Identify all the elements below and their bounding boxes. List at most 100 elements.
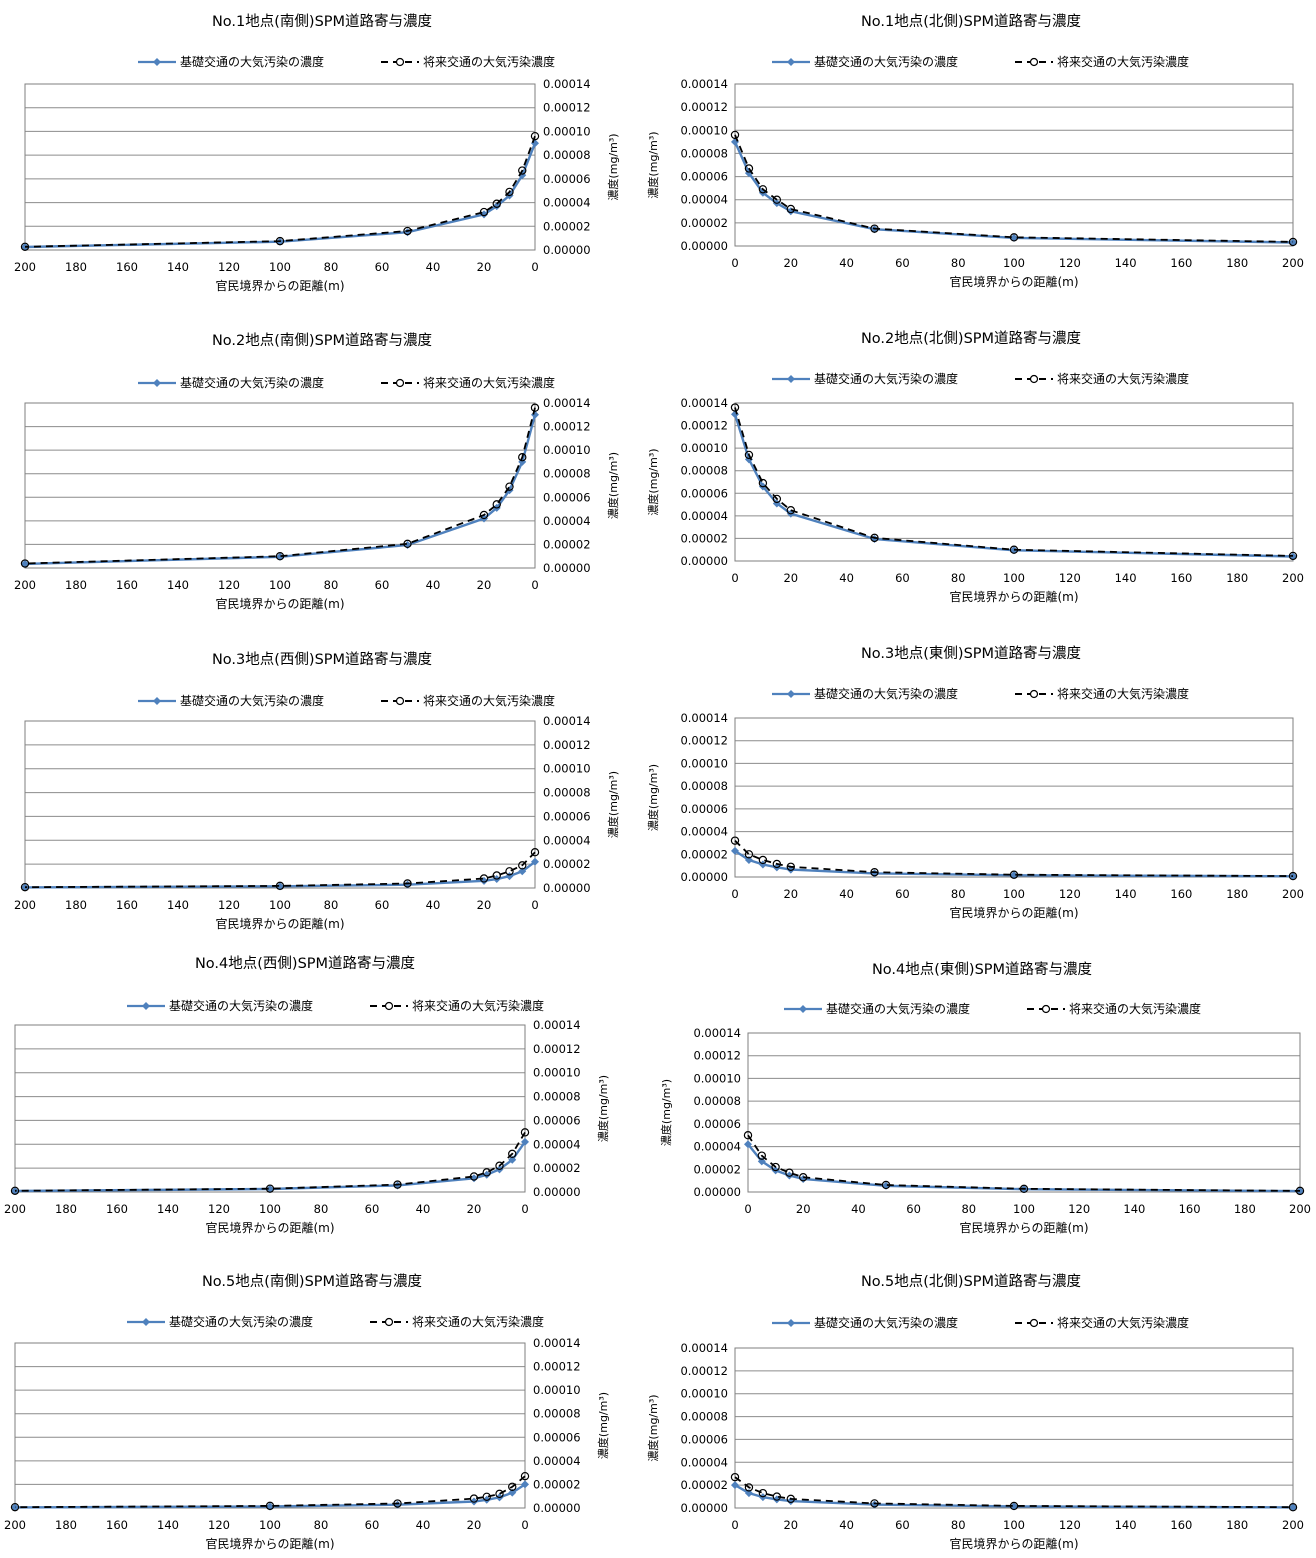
series-future-point [482, 1492, 491, 1502]
x-tick-label: 180 [65, 260, 87, 274]
y-tick-label: 0.00010 [680, 1387, 728, 1401]
x-tick-label: 100 [1013, 1202, 1035, 1216]
y-tick-label: 0.00008 [543, 786, 591, 800]
series-base-point [1289, 872, 1297, 881]
series-base-point [1296, 1187, 1304, 1196]
y-tick-label: 0.00004 [533, 1137, 581, 1151]
plot-frame [24, 720, 536, 889]
y-tick-label: 0.00000 [680, 1501, 728, 1515]
y-tick-label: 0.00006 [543, 490, 591, 504]
y-tick-label: 0.00010 [680, 756, 728, 770]
x-tick-label: 80 [324, 898, 339, 912]
plot-frame [14, 1342, 526, 1509]
x-tick-label: 160 [116, 260, 138, 274]
series-future-point [403, 226, 412, 236]
y-tick-label: 0.00008 [680, 146, 728, 160]
x-tick-label: 40 [426, 898, 441, 912]
series-future-point [881, 1180, 891, 1190]
y-tick-label: 0.00002 [543, 219, 591, 233]
y-tick-label: 0.00004 [680, 825, 728, 839]
y-tick-label: 0.00006 [693, 1117, 741, 1131]
series-future-line [14, 1131, 526, 1192]
x-tick-label: 100 [259, 1202, 281, 1216]
x-tick-label: 0 [744, 1202, 751, 1216]
plot-frame [747, 1032, 1301, 1193]
x-tick-label: 100 [269, 898, 291, 912]
x-tick-label: 120 [208, 1202, 230, 1216]
x-tick-label: 180 [1234, 1202, 1256, 1216]
x-tick-label: 200 [4, 1202, 26, 1216]
legend-base-label: 基礎交通の大気汚染の濃度 [814, 686, 958, 701]
series-future-point [730, 403, 740, 412]
x-tick-label: 180 [1226, 571, 1248, 585]
y-axis-label: 濃度(mg/m³) [646, 764, 660, 831]
legend-base-label: 基礎交通の大気汚染の濃度 [826, 1001, 970, 1016]
x-axis-label: 官民境界からの距離(m) [949, 589, 1078, 604]
y-tick-label: 0.00008 [693, 1094, 741, 1108]
y-tick-label: 0.00008 [680, 464, 728, 478]
legend-future-label: 将来交通の大気汚染濃度 [1057, 1315, 1189, 1330]
x-tick-label: 160 [1170, 887, 1192, 901]
y-axis-label: 濃度(mg/m³) [606, 133, 620, 200]
y-tick-label: 0.00006 [543, 809, 591, 823]
series-future-point [265, 1184, 275, 1193]
x-tick-label: 180 [55, 1202, 77, 1216]
series-future-point [744, 850, 754, 859]
legend-future-marker [1029, 374, 1039, 384]
y-tick-label: 0.00014 [543, 714, 591, 728]
legend-base-label: 基礎交通の大気汚染の濃度 [180, 54, 324, 69]
series-future-point [10, 1502, 20, 1512]
series-future-point [786, 506, 796, 515]
series-base-line [24, 414, 537, 566]
x-tick-label: 40 [416, 1202, 431, 1216]
series-base-point [731, 846, 739, 855]
x-tick-label: 100 [269, 260, 291, 274]
series-future-point [870, 868, 879, 877]
x-tick-label: 0 [531, 898, 538, 912]
y-tick-label: 0.00000 [533, 1185, 581, 1199]
y-tick-label: 0.00004 [693, 1140, 741, 1154]
x-tick-label: 20 [783, 1518, 798, 1532]
legend-future-marker [1029, 57, 1039, 67]
series-future-point [275, 881, 285, 891]
y-tick-label: 0.00010 [533, 1383, 581, 1397]
series-base-point [11, 1503, 19, 1512]
series-base-point [508, 1488, 517, 1497]
y-tick-label: 0.00008 [533, 1090, 581, 1104]
x-tick-label: 140 [1123, 1202, 1145, 1216]
y-axis-label: 濃度(mg/m³) [646, 448, 660, 515]
series-future-point [508, 1482, 517, 1491]
series-base-point [508, 1155, 517, 1164]
series-future-point [492, 199, 501, 208]
series-future-point [1288, 237, 1298, 247]
series-future-point [520, 1471, 530, 1481]
y-tick-label: 0.00006 [533, 1113, 581, 1127]
x-tick-label: 20 [477, 260, 492, 274]
series-future-point [786, 1494, 796, 1504]
y-tick-label: 0.00010 [693, 1071, 741, 1085]
series-future-point [786, 204, 796, 214]
x-tick-label: 40 [839, 571, 854, 585]
y-tick-label: 0.00008 [680, 779, 728, 793]
x-axis-label: 官民境界からの距離(m) [205, 1536, 334, 1551]
x-tick-label: 160 [1170, 571, 1192, 585]
legend-future-label: 将来交通の大気汚染濃度 [412, 1314, 544, 1329]
y-tick-label: 0.00008 [543, 148, 591, 162]
series-base-point [21, 883, 29, 892]
x-tick-label: 60 [365, 1202, 380, 1216]
series-base-point [11, 1187, 19, 1196]
x-tick-label: 180 [55, 1518, 77, 1532]
y-tick-label: 0.00004 [680, 1455, 728, 1469]
x-axis-label: 官民境界からの距離(m) [949, 1536, 1078, 1551]
series-base-point [482, 1170, 491, 1179]
legend-future-marker [1041, 1004, 1051, 1014]
series-future-point [772, 1492, 782, 1501]
y-axis-label: 濃度(mg/m³) [659, 1079, 673, 1146]
x-tick-label: 200 [1282, 256, 1304, 270]
y-tick-label: 0.00002 [680, 847, 728, 861]
x-tick-label: 140 [157, 1202, 179, 1216]
